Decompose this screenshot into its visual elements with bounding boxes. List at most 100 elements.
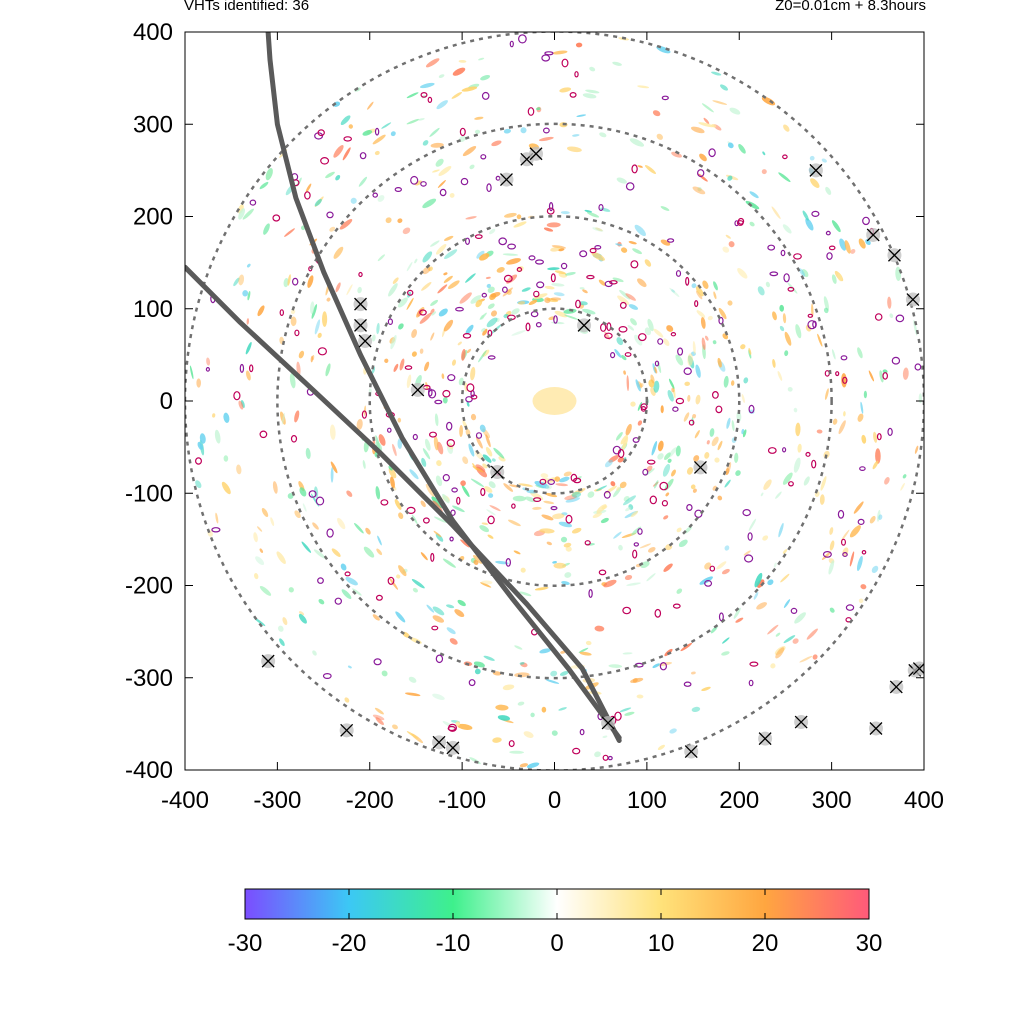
field-patch	[630, 318, 637, 326]
field-patch	[388, 283, 398, 297]
field-patch	[376, 322, 380, 335]
field-patch	[469, 164, 475, 170]
field-patch	[433, 530, 442, 538]
field-patch	[686, 467, 694, 475]
field-patch	[784, 331, 792, 346]
field-patch	[189, 365, 194, 380]
vorticity-contour	[547, 479, 556, 486]
field-patch	[767, 579, 774, 586]
field-patch	[473, 560, 479, 565]
vorticity-contour	[688, 419, 695, 426]
field-patch	[566, 146, 582, 153]
field-patch	[579, 287, 585, 290]
field-patch	[828, 560, 835, 575]
field-patch	[869, 515, 876, 524]
field-patch	[772, 311, 777, 321]
field-patch	[406, 118, 420, 125]
field-patch	[479, 253, 490, 261]
field-patch	[475, 436, 483, 449]
field-patch	[298, 611, 305, 616]
field-patch	[622, 436, 629, 451]
field-patch	[831, 349, 836, 360]
field-patch	[657, 744, 665, 751]
vorticity-contour	[790, 607, 798, 615]
field-patch	[284, 228, 295, 237]
field-patch	[709, 428, 715, 437]
field-patch	[623, 495, 636, 506]
field-patch	[487, 534, 494, 539]
vorticity-contour	[423, 517, 430, 524]
vorticity-contour	[659, 662, 668, 671]
field-patch	[465, 324, 474, 335]
field-patch	[325, 363, 331, 377]
field-patch	[444, 235, 454, 241]
vorticity-contour	[205, 367, 210, 372]
vorticity-contour	[344, 571, 351, 577]
field-patch	[255, 556, 265, 565]
field-patch	[603, 579, 617, 588]
vorticity-contour	[427, 388, 433, 397]
vorticity-contour	[631, 164, 638, 174]
vorticity-contour	[654, 360, 660, 367]
field-patch	[438, 74, 445, 78]
field-patch	[616, 177, 628, 184]
field-patch	[741, 394, 745, 403]
field-patch	[692, 186, 706, 195]
field-patch	[333, 246, 344, 259]
field-patch	[610, 481, 616, 487]
field-patch	[692, 414, 697, 419]
field-patch	[608, 664, 623, 668]
vorticity-contour	[279, 309, 284, 317]
field-patch	[374, 150, 380, 156]
field-patch	[778, 172, 791, 183]
field-patch	[612, 61, 622, 66]
vorticity-contour	[845, 604, 855, 611]
vorticity-contour	[874, 313, 883, 321]
vorticity-contour	[292, 277, 299, 286]
field-patch	[720, 84, 728, 91]
vorticity-contour	[783, 273, 790, 283]
field-patch	[406, 374, 412, 389]
vht-marker	[353, 318, 368, 333]
field-patch	[470, 295, 482, 304]
field-patch	[918, 393, 923, 404]
vorticity-contour	[632, 549, 638, 559]
vorticity-contour	[895, 314, 905, 323]
field-patch	[431, 496, 443, 509]
field-patch	[516, 214, 522, 220]
field-patch	[502, 684, 515, 691]
field-patch	[722, 246, 730, 253]
vorticity-contour	[498, 237, 508, 246]
vht-marker	[261, 654, 276, 669]
vorticity-contour	[598, 204, 604, 212]
field-patch	[729, 107, 741, 115]
vht-marker	[432, 735, 447, 750]
field-patch	[393, 363, 399, 372]
field-patch	[433, 436, 439, 451]
vorticity-contour	[404, 365, 413, 370]
vorticity-contour	[747, 532, 753, 541]
field-patch	[627, 324, 635, 331]
field-patch	[630, 510, 639, 518]
field-patch	[856, 555, 863, 571]
field-patch	[559, 671, 569, 676]
field-patch	[727, 142, 734, 149]
field-patch	[771, 206, 781, 220]
field-patch	[725, 468, 730, 475]
field-patch	[259, 181, 269, 190]
vorticity-contour	[672, 603, 681, 609]
vorticity-contour	[518, 34, 527, 44]
vorticity-contour	[487, 355, 496, 360]
vorticity-contour	[509, 40, 514, 48]
field-patch	[376, 548, 383, 556]
vorticity-contour	[742, 508, 752, 517]
field-patch	[462, 146, 477, 157]
field-patch	[495, 704, 509, 711]
vorticity-contour	[782, 154, 788, 160]
field-patch	[461, 485, 470, 498]
field-patch	[656, 133, 663, 140]
vorticity-contour	[548, 202, 554, 212]
vorticity-contour	[561, 58, 569, 68]
field-patch	[831, 274, 837, 284]
field-patch	[663, 563, 673, 572]
